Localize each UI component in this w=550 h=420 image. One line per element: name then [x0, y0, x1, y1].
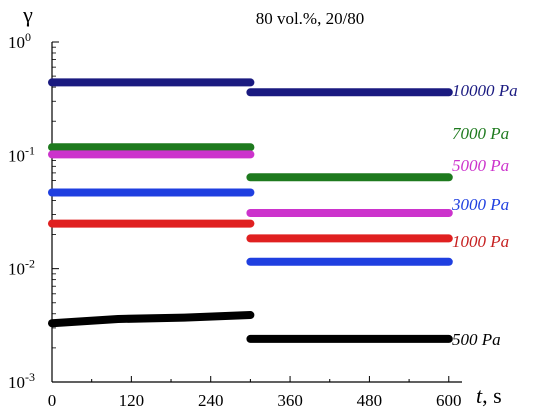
x-tick-label: 480 [357, 391, 383, 410]
y-axis-title: γ [22, 2, 33, 27]
y-tick-label: 10-1 [8, 143, 35, 165]
y-tick-label: 100 [8, 30, 31, 52]
x-tick-label: 360 [277, 391, 303, 410]
x-axis-unit: , s [482, 383, 502, 408]
x-axis-var: t [476, 383, 483, 408]
series-line [48, 311, 255, 328]
series-label: 3000 Pa [451, 195, 509, 214]
series-label: 500 Pa [452, 330, 501, 349]
x-axis-title: t, s [476, 383, 502, 408]
plot-area: 0 120 240 360 480 600 10-3 10-2 10-1 100 10000 Pa 7… [8, 30, 518, 410]
series-label: 7000 Pa [452, 124, 509, 143]
x-tick-label: 600 [436, 391, 462, 410]
x-tick-label: 120 [119, 391, 145, 410]
x-tick-label: 240 [198, 391, 224, 410]
series-label: 10000 Pa [452, 81, 518, 100]
series-label: 1000 Pa [452, 232, 509, 251]
y-tick-label: 10-3 [8, 370, 35, 392]
series-label: 5000 Pa [452, 156, 509, 175]
x-tick-label: 0 [48, 391, 57, 410]
y-tick-label: 10-2 [8, 257, 35, 279]
chart-title: 80 vol.%, 20/80 [256, 9, 365, 28]
